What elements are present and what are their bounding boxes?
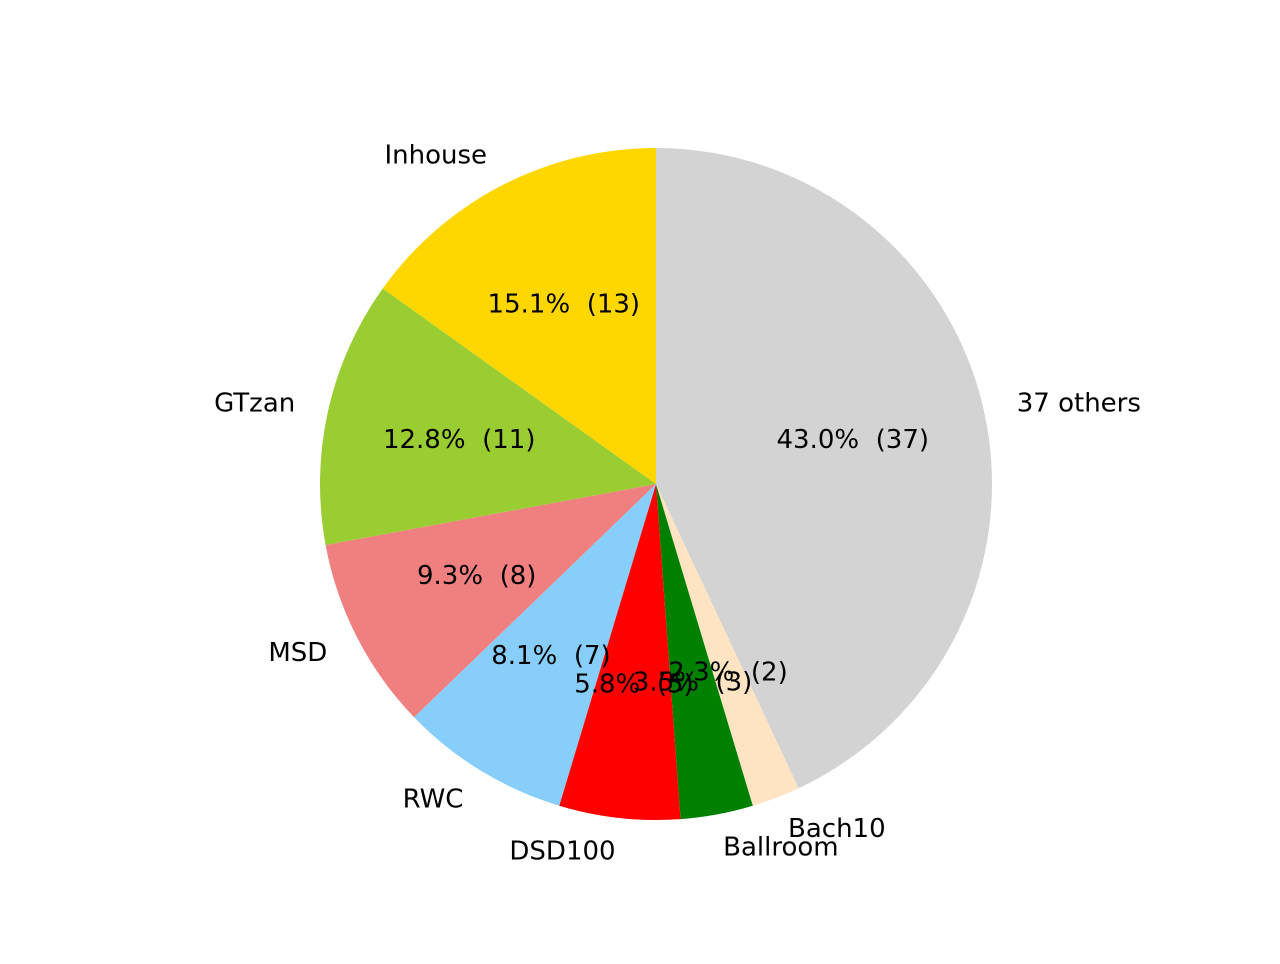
pie-slice-37-others [656, 148, 993, 789]
slice-percent-msd: 9.3% [417, 561, 483, 591]
pie-slice-rwc [414, 484, 656, 806]
pie-slice-gtzan [320, 288, 656, 546]
slice-count-ballroom: (3) [715, 667, 752, 697]
pie-slice-msd [325, 484, 656, 718]
slice-value-label-msd: 9.3% (8) [417, 561, 536, 591]
slice-value-label-gtzan: 12.8% (11) [383, 425, 536, 455]
pie-slice-inhouse [382, 148, 656, 484]
slice-value-label-inhouse: 15.1% (13) [488, 290, 641, 320]
slice-label-dsd100: DSD100 [509, 836, 615, 866]
slice-count-rwc: (7) [574, 641, 611, 671]
slice-label-rwc: RWC [403, 784, 464, 814]
pie-slice-bach10 [656, 484, 799, 806]
slice-label-ballroom: Ballroom [723, 832, 838, 862]
slice-percent-rwc: 8.1% [491, 641, 557, 671]
slice-value-label-dsd100: 5.8% (5) [574, 669, 693, 699]
pie-slice-ballroom [656, 484, 753, 820]
slice-label-gtzan: GTzan [214, 389, 295, 419]
slice-percent-dsd100: 5.8% [574, 669, 640, 699]
pie-slice-dsd100 [559, 484, 681, 820]
slice-count-37-others: (37) [876, 425, 929, 455]
slice-value-label-bach10: 2.3% (2) [668, 657, 787, 687]
slice-percent-bach10: 2.3% [668, 657, 734, 687]
slice-percent-gtzan: 12.8% [383, 425, 466, 455]
slice-count-dsd100: (5) [657, 669, 694, 699]
slice-label-37-others: 37 others [1017, 389, 1141, 419]
slice-value-label-ballroom: 3.5% (3) [633, 667, 752, 697]
slice-value-label-37-others: 43.0% (37) [777, 425, 930, 455]
pie-slices [320, 148, 993, 820]
slice-value-label-rwc: 8.1% (7) [491, 641, 610, 671]
slice-count-inhouse: (13) [587, 290, 640, 320]
slice-percent-37-others: 43.0% [777, 425, 860, 455]
slice-value-labels: 43.0% (37)2.3% (2)3.5% (3)5.8% (5)8.1% (… [383, 290, 929, 700]
slice-label-bach10: Bach10 [788, 814, 886, 844]
slice-count-gtzan: (11) [482, 425, 535, 455]
slice-label-msd: MSD [268, 638, 327, 668]
slice-percent-inhouse: 15.1% [488, 290, 571, 320]
slice-count-msd: (8) [500, 561, 537, 591]
slice-label-inhouse: Inhouse [384, 140, 487, 170]
slice-percent-ballroom: 3.5% [633, 667, 699, 697]
slice-count-bach10: (2) [751, 657, 788, 687]
